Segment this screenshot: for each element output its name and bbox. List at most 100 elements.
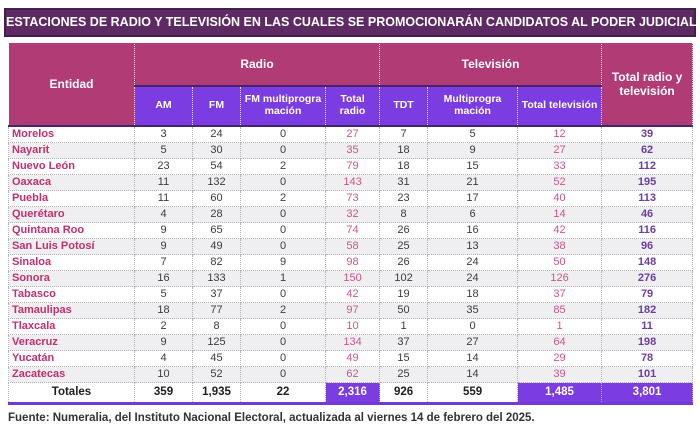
cell-tdt: 1 — [379, 318, 429, 335]
cell-fm-multi: 2 — [240, 190, 326, 207]
column-header-fm-multiprogramacion: FM multiprogra mación — [240, 85, 326, 127]
cell-entity: Nayarit — [8, 142, 135, 159]
cell-am: 2 — [134, 318, 193, 335]
stations-table: Entidad Radio Televisión Total radio y t… — [8, 42, 694, 405]
cell-fm-multi: 0 — [240, 350, 326, 367]
cell-tdt: 26 — [379, 222, 429, 239]
cell-fm-multi: 2 — [240, 158, 326, 175]
cell-am: 11 — [134, 190, 193, 207]
cell-fm-multi: 0 — [240, 318, 326, 335]
totals-cell-total-radio: 2,316 — [324, 382, 381, 405]
totals-row: Totales 359 1,935 22 2,316 926 559 1,485 3,801 — [8, 382, 694, 405]
table-row: Querétaro 4 28 0 32 8 6 14 46 — [8, 206, 694, 223]
cell-tdt: 31 — [379, 174, 429, 191]
cell-fm: 49 — [192, 238, 241, 255]
table-row: Tlaxcala 2 8 0 10 1 0 1 11 — [8, 318, 694, 335]
cell-total-tv: 37 — [517, 286, 603, 303]
cell-fm-multi: 0 — [240, 366, 326, 383]
cell-fm: 82 — [192, 254, 241, 271]
cell-total-radio: 98 — [324, 254, 381, 271]
cell-multi: 5 — [427, 125, 519, 143]
cell-total-radio: 58 — [324, 238, 381, 255]
cell-am: 10 — [134, 366, 193, 383]
cell-multi: 16 — [427, 222, 519, 239]
cell-total: 195 — [601, 174, 694, 191]
cell-total-tv: 12 — [517, 125, 603, 143]
table-row: Nayarit 5 30 0 35 18 9 27 62 — [8, 142, 694, 159]
cell-total-tv: 40 — [517, 190, 603, 207]
cell-total: 276 — [601, 270, 694, 287]
cell-total-radio: 79 — [324, 158, 381, 175]
column-header-total-radio-tv: Total radio y televisión — [601, 42, 694, 127]
cell-am: 7 — [134, 254, 193, 271]
totals-cell-multi: 559 — [427, 382, 519, 405]
cell-total: 116 — [601, 222, 694, 239]
totals-cell-fm: 1,935 — [192, 382, 241, 405]
cell-fm-multi: 0 — [240, 125, 326, 143]
cell-total-radio: 10 — [324, 318, 381, 335]
cell-fm: 8 — [192, 318, 241, 335]
source-note: Fuente: Numeralia, del Instituto Naciona… — [8, 412, 535, 424]
cell-multi: 35 — [427, 302, 519, 319]
totals-cell-fm-multi: 22 — [240, 382, 326, 405]
cell-fm: 30 — [192, 142, 241, 159]
cell-total-tv: 50 — [517, 254, 603, 271]
cell-fm: 24 — [192, 125, 241, 143]
cell-tdt: 19 — [379, 286, 429, 303]
cell-am: 5 — [134, 286, 193, 303]
cell-am: 16 — [134, 270, 193, 287]
cell-total-radio: 73 — [324, 190, 381, 207]
totals-cell-total: 3,801 — [601, 382, 694, 405]
table-row: Sonora 16 133 1 150 102 24 126 276 — [8, 270, 694, 287]
cell-tdt: 23 — [379, 190, 429, 207]
cell-fm: 125 — [192, 334, 241, 351]
cell-fm: 37 — [192, 286, 241, 303]
column-header-total-radio: Total radio — [324, 85, 381, 127]
cell-fm-multi: 1 — [240, 270, 326, 287]
cell-tdt: 15 — [379, 350, 429, 367]
cell-entity: Sinaloa — [8, 254, 135, 271]
cell-total-tv: 33 — [517, 158, 603, 175]
cell-multi: 27 — [427, 334, 519, 351]
cell-am: 4 — [134, 206, 193, 223]
cell-total-tv: 52 — [517, 174, 603, 191]
cell-total-radio: 42 — [324, 286, 381, 303]
cell-am: 3 — [134, 125, 193, 143]
cell-total: 101 — [601, 366, 694, 383]
cell-total: 78 — [601, 350, 694, 367]
cell-tdt: 18 — [379, 142, 429, 159]
cell-multi: 6 — [427, 206, 519, 223]
cell-am: 23 — [134, 158, 193, 175]
cell-entity: Tlaxcala — [8, 318, 135, 335]
cell-fm: 77 — [192, 302, 241, 319]
table-body: Morelos 3 24 0 27 7 5 12 39 Nayarit 5 30 0 35 18 9 27 62 N… — [8, 125, 694, 405]
cell-total: 148 — [601, 254, 694, 271]
cell-am: 5 — [134, 142, 193, 159]
cell-total-radio: 27 — [324, 125, 381, 143]
cell-fm: 65 — [192, 222, 241, 239]
cell-fm-multi: 0 — [240, 238, 326, 255]
cell-fm: 60 — [192, 190, 241, 207]
cell-multi: 14 — [427, 366, 519, 383]
cell-total-tv: 85 — [517, 302, 603, 319]
table-row: Veracruz 9 125 0 134 37 27 64 198 — [8, 334, 694, 351]
cell-total-radio: 97 — [324, 302, 381, 319]
column-header-entidad: Entidad — [8, 42, 135, 127]
cell-multi: 0 — [427, 318, 519, 335]
group-header-radio: Radio — [133, 42, 381, 87]
cell-total: 96 — [601, 238, 694, 255]
cell-multi: 13 — [427, 238, 519, 255]
cell-entity: Tabasco — [8, 286, 135, 303]
cell-entity: Querétaro — [8, 206, 135, 223]
cell-multi: 9 — [427, 142, 519, 159]
table-row: Quintana Roo 9 65 0 74 26 16 42 116 — [8, 222, 694, 239]
cell-entity: Zacatecas — [8, 366, 135, 383]
cell-total: 46 — [601, 206, 694, 223]
table-row: Tamaulipas 18 77 2 97 50 35 85 182 — [8, 302, 694, 319]
cell-total: 39 — [601, 125, 694, 143]
cell-total-radio: 143 — [324, 174, 381, 191]
cell-fm-multi: 0 — [240, 222, 326, 239]
cell-fm: 133 — [192, 270, 241, 287]
cell-am: 9 — [134, 334, 193, 351]
cell-entity: Puebla — [8, 190, 135, 207]
